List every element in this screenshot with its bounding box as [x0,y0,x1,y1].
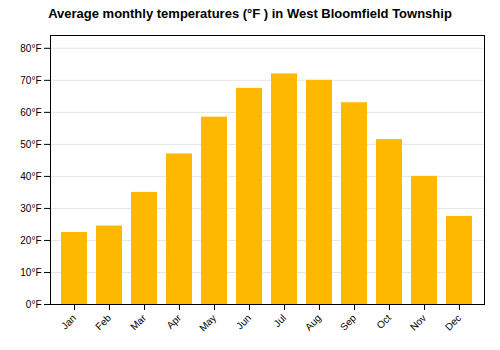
svg-text:Nov: Nov [408,312,428,332]
svg-text:Dec: Dec [443,312,463,332]
svg-text:Jan: Jan [59,312,78,331]
svg-text:70°F: 70°F [20,75,41,86]
svg-text:Feb: Feb [93,312,113,332]
html-text:Average monthly temperatures (: Average monthly temperatures (°F ) in We… [48,6,452,21]
svg-text:30°F: 30°F [20,203,41,214]
svg-text:40°F: 40°F [20,171,41,182]
svg-text:Apr: Apr [164,312,183,331]
svg-text:Oct: Oct [374,312,393,331]
svg-text:0°F: 0°F [26,299,42,310]
svg-text:20°F: 20°F [20,235,41,246]
svg-text:May: May [197,312,218,333]
svg-text:Mar: Mar [128,312,148,332]
svg-text:Jun: Jun [234,312,253,331]
svg-text:50°F: 50°F [20,139,41,150]
svg-text:Aug: Aug [303,312,323,332]
svg-text:80°F: 80°F [20,43,41,54]
svg-text:60°F: 60°F [20,107,41,118]
svg-text:Sep: Sep [338,312,359,333]
svg-text:Jul: Jul [271,312,288,329]
svg-text:10°F: 10°F [20,267,41,278]
